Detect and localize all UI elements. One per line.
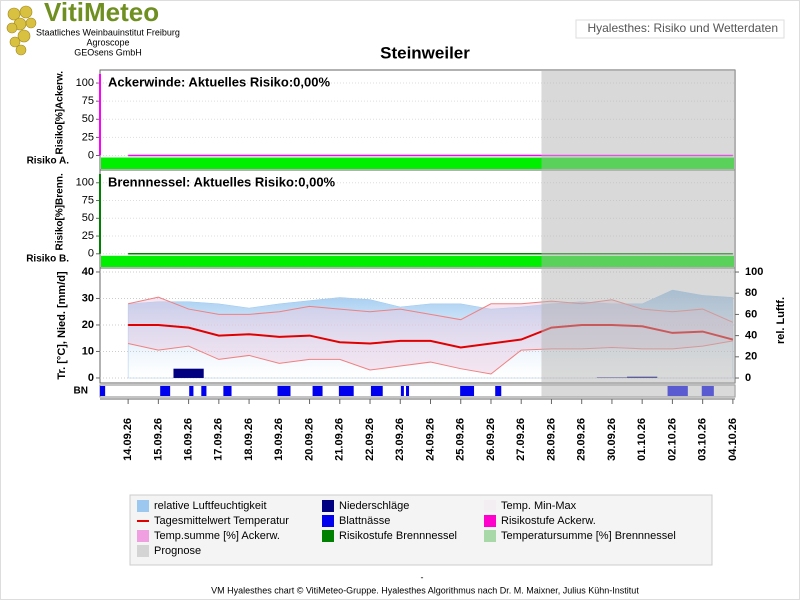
legend-label: Risikostufe Brennnessel — [339, 530, 457, 542]
x-tick-label: 30.09.26 — [606, 418, 618, 461]
leaf-wetness-bar — [100, 386, 106, 396]
legend-label: Temp. Min-Max — [501, 500, 577, 512]
legend-swatch — [322, 515, 334, 527]
legend-swatch — [322, 530, 334, 542]
legend-label: Niederschläge — [339, 500, 409, 512]
y-tick-label: 40 — [82, 266, 94, 278]
legend-swatch — [137, 545, 149, 557]
legend-swatch — [137, 500, 149, 512]
chart-title: Steinweiler — [380, 43, 470, 62]
prognose-area — [541, 70, 735, 397]
y-tick-label: 25 — [82, 230, 94, 242]
y-tick-label: 50 — [82, 212, 94, 224]
logo-grapes — [6, 5, 37, 56]
leaf-wetness-bar — [400, 386, 404, 396]
y-tick-label: 20 — [82, 319, 94, 331]
institute: GEOsens GmbH — [74, 47, 142, 57]
legend-swatch — [322, 500, 334, 512]
leaf-wetness-bar — [495, 386, 502, 396]
x-tick-label: 16.09.26 — [183, 418, 195, 461]
y-tick-label: 30 — [82, 292, 94, 304]
legend-label: Blattnässe — [339, 515, 390, 527]
y2-tick-label: 60 — [745, 308, 757, 320]
legend-label: relative Luftfeuchtigkeit — [154, 500, 267, 512]
leaf-wetness-bar — [312, 386, 323, 396]
leaf-wetness-bar — [406, 386, 410, 396]
y-tick-label: 75 — [82, 95, 94, 107]
x-tick-label: 29.09.26 — [576, 418, 588, 461]
y-axis-label: Tr. [°C], Nied. [mm/d] — [56, 271, 68, 380]
x-tick-label: 02.10.26 — [666, 418, 678, 461]
legend-label: Risikostufe Ackerw. — [501, 515, 596, 527]
leaf-wetness-bar — [338, 386, 354, 396]
x-tick-label: 22.09.26 — [364, 418, 376, 461]
legend-swatch — [137, 530, 149, 542]
legend-box — [129, 494, 713, 566]
y-tick-label: 0 — [88, 149, 94, 161]
x-tick-label: 21.09.26 — [334, 418, 346, 461]
legend-swatch — [484, 530, 496, 542]
y2-tick-label: 80 — [745, 287, 757, 299]
footer-dash: - — [421, 572, 424, 582]
leaf-wetness-bar — [160, 386, 171, 396]
panel-title: Brennnessel: Aktuelles Risiko:0,00% — [108, 174, 336, 189]
x-tick-label: 18.09.26 — [243, 418, 255, 461]
y-tick-label: 10 — [82, 345, 94, 357]
leaf-wetness-bar — [460, 386, 475, 396]
x-tick-label: 15.09.26 — [152, 418, 164, 461]
y-tick-label: 100 — [76, 77, 94, 89]
x-tick-label: 20.09.26 — [303, 418, 315, 461]
x-tick-label: 27.09.26 — [515, 418, 527, 461]
legend-swatch — [484, 500, 496, 512]
bn-label: BN — [74, 386, 88, 397]
leaf-wetness-bar — [189, 386, 194, 396]
x-tick-label: 03.10.26 — [697, 418, 709, 461]
y-axis-label: Risiko[%]Brenn. — [55, 173, 66, 250]
leaf-wetness-bar — [223, 386, 232, 396]
x-tick-label: 04.10.26 — [727, 418, 739, 461]
footer-credit: VM Hyalesthes chart © VitiMeteo-Gruppe. … — [211, 585, 639, 595]
x-tick-label: 26.09.26 — [485, 418, 497, 461]
x-tick-label: 14.09.26 — [122, 418, 134, 461]
y-axis-label: Risiko[%]Ackerw. — [55, 71, 66, 155]
x-tick-label: 25.09.26 — [455, 418, 467, 461]
x-tick-label: 01.10.26 — [636, 418, 648, 461]
risk-level-bar — [101, 255, 734, 267]
y-tick-label: 100 — [76, 177, 94, 189]
page-title: Hyalesthes: Risiko und Wetterdaten — [587, 21, 778, 35]
leaf-wetness-bar — [201, 386, 207, 396]
x-tick-label: 28.09.26 — [545, 418, 557, 461]
y2-tick-label: 100 — [745, 266, 763, 278]
risk-level-bar — [101, 157, 734, 169]
x-tick-label: 23.09.26 — [394, 418, 406, 461]
y2-tick-label: 20 — [745, 351, 757, 363]
precipitation-bar — [173, 368, 204, 378]
y-tick-label: 25 — [82, 131, 94, 143]
leaf-wetness-bar — [370, 386, 383, 396]
institute: Staatliches Weinbauinstitut Freiburg — [36, 27, 180, 37]
legend-label: Temp.summe [%] Ackerw. — [154, 530, 280, 542]
y-tick-label: 50 — [82, 113, 94, 125]
level-label: Risiko B. — [26, 254, 69, 265]
y2-tick-label: 40 — [745, 330, 757, 342]
y-tick-label: 0 — [88, 372, 94, 384]
level-label: Risiko A. — [27, 156, 70, 167]
x-tick-label: 19.09.26 — [273, 418, 285, 461]
page-title-box — [575, 19, 785, 39]
x-tick-label: 24.09.26 — [424, 418, 436, 461]
y2-axis-label: rel. Luftf. — [775, 297, 787, 344]
leaf-wetness-bar — [277, 386, 291, 396]
y2-tick-label: 0 — [745, 372, 751, 384]
y-tick-label: 0 — [88, 248, 94, 260]
institute: Agroscope — [86, 37, 129, 47]
legend-label: Temperatursumme [%] Brennnessel — [501, 530, 676, 542]
legend-swatch — [484, 515, 496, 527]
y-tick-label: 75 — [82, 194, 94, 206]
panel-title: Ackerwinde: Aktuelles Risiko:0,00% — [108, 74, 330, 89]
legend-label: Prognose — [154, 545, 201, 557]
x-tick-label: 17.09.26 — [213, 418, 225, 461]
logo: VitiMeteo — [44, 0, 159, 27]
legend-label: Tagesmittelwert Temperatur — [154, 515, 289, 527]
